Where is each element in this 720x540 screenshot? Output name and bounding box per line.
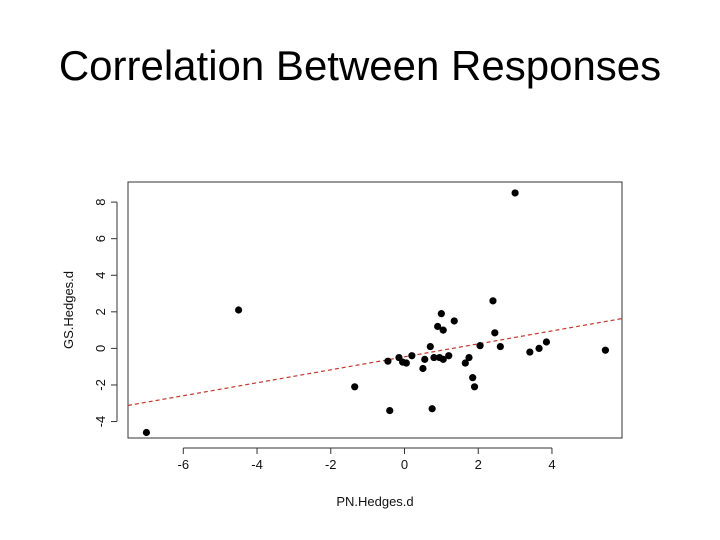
data-point <box>450 317 458 325</box>
y-axis-label: GS.Hedges.d <box>61 271 76 349</box>
data-point <box>351 383 359 391</box>
data-point <box>491 329 499 337</box>
x-tick-label: -2 <box>325 457 337 472</box>
data-point <box>476 342 484 350</box>
y-tick-label: -4 <box>93 416 108 428</box>
data-point <box>408 352 416 360</box>
x-tick-label: -4 <box>251 457 263 472</box>
data-point <box>419 364 427 373</box>
data-point <box>511 189 519 197</box>
data-point <box>434 322 442 331</box>
x-tick-label: 0 <box>401 457 408 472</box>
data-point <box>437 310 445 318</box>
y-tick-label: 0 <box>93 345 108 352</box>
data-point <box>384 357 392 365</box>
data-point <box>402 359 410 367</box>
y-tick-label: 8 <box>93 198 108 205</box>
data-point <box>430 353 438 362</box>
y-tick-label: -2 <box>93 379 108 391</box>
data-point <box>470 383 479 391</box>
data-point <box>234 306 243 314</box>
data-point <box>386 406 394 415</box>
data-point <box>526 348 534 356</box>
data-point <box>465 353 473 362</box>
data-point <box>421 355 429 363</box>
plot-frame <box>127 181 623 439</box>
data-point <box>542 338 551 346</box>
data-point <box>461 359 469 367</box>
data-point <box>445 352 453 360</box>
data-point <box>439 355 447 363</box>
data-point <box>439 326 447 334</box>
data-point <box>426 342 434 351</box>
data-point <box>142 428 151 437</box>
y-tick-label: 2 <box>93 308 108 315</box>
x-tick-label: 4 <box>548 457 555 472</box>
data-point <box>489 297 497 305</box>
data-point <box>601 346 610 354</box>
slide-title: Correlation Between Responses <box>58 42 662 89</box>
data-point <box>469 374 477 382</box>
y-tick-label: 6 <box>93 235 108 242</box>
x-axis-label: PN.Hedges.d <box>336 494 413 509</box>
data-point <box>428 405 436 413</box>
data-point <box>535 344 543 352</box>
data-point <box>496 342 504 351</box>
x-tick-label: 2 <box>475 457 482 472</box>
y-tick-label: 4 <box>93 272 108 279</box>
regression-line <box>127 318 623 407</box>
x-tick-label: -6 <box>178 457 190 472</box>
